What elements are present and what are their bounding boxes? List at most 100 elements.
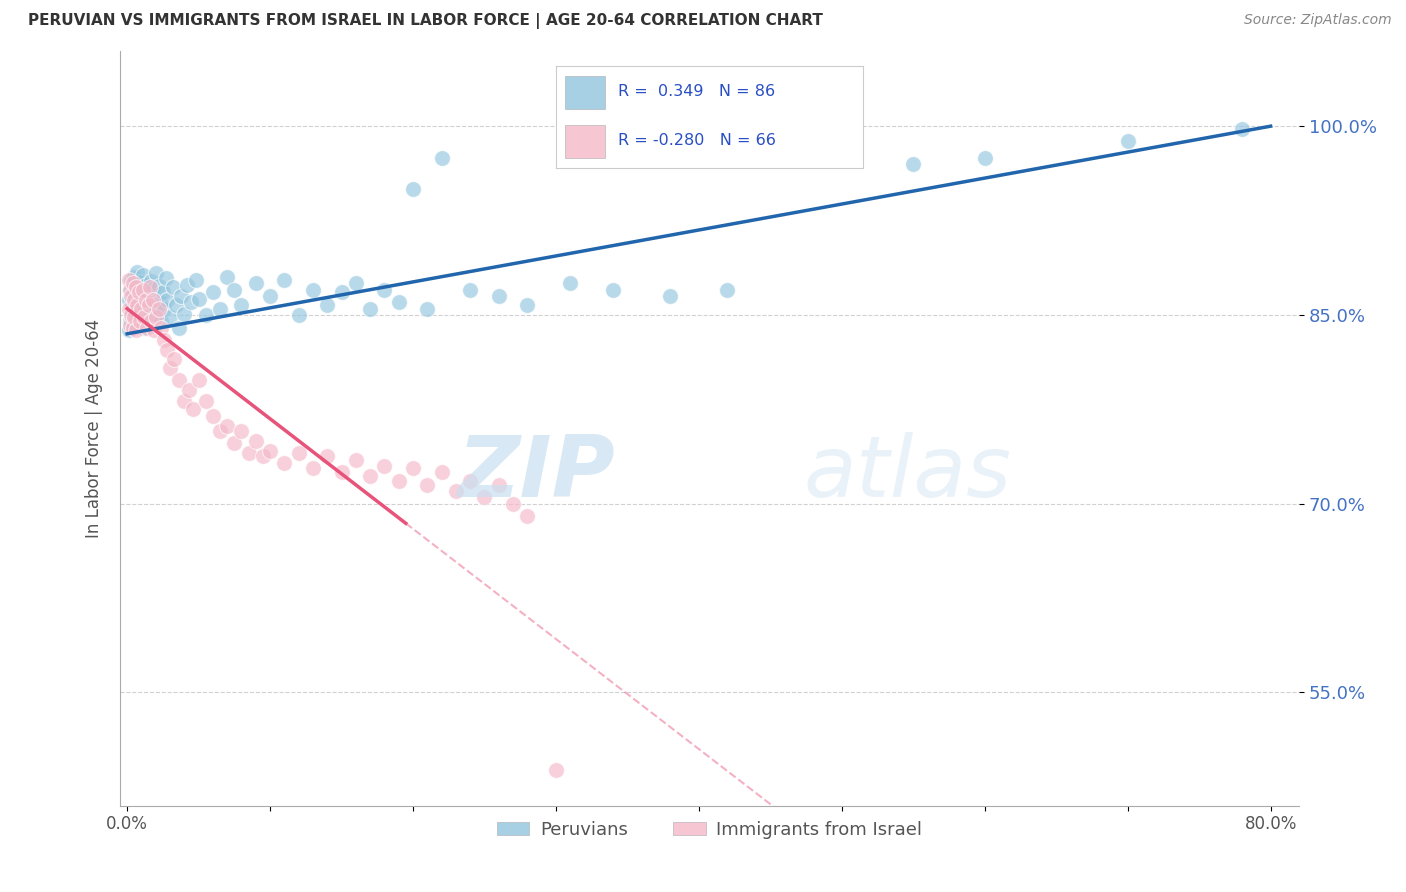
Point — [716, 283, 738, 297]
Point — [134, 320, 156, 334]
Point — [167, 320, 190, 334]
Point — [201, 285, 224, 300]
Point — [146, 308, 169, 322]
Point — [128, 286, 150, 301]
Point — [602, 283, 624, 297]
Point — [120, 305, 142, 319]
Point — [330, 285, 353, 300]
Point — [430, 151, 453, 165]
Point — [316, 449, 339, 463]
Point — [138, 285, 160, 300]
Point — [259, 289, 281, 303]
Point — [224, 436, 246, 450]
Point — [245, 434, 267, 448]
Point — [132, 283, 155, 297]
Point — [129, 275, 152, 289]
Y-axis label: In Labor Force | Age 20-64: In Labor Force | Age 20-64 — [86, 318, 103, 538]
Text: PERUVIAN VS IMMIGRANTS FROM ISRAEL IN LABOR FORCE | AGE 20-64 CORRELATION CHART: PERUVIAN VS IMMIGRANTS FROM ISRAEL IN LA… — [28, 13, 823, 29]
Point — [231, 424, 253, 438]
Point — [131, 284, 153, 298]
Point — [152, 285, 174, 300]
Point — [142, 311, 165, 326]
Point — [135, 277, 157, 292]
Point — [121, 277, 143, 291]
Point — [141, 314, 163, 328]
Point — [118, 318, 141, 332]
Point — [903, 157, 925, 171]
Point — [302, 283, 325, 297]
Point — [143, 299, 166, 313]
Point — [142, 293, 165, 307]
Point — [131, 301, 153, 316]
Point — [224, 283, 246, 297]
Point — [122, 301, 145, 316]
Point — [388, 295, 411, 310]
Point — [162, 280, 184, 294]
Point — [208, 301, 231, 316]
Point — [194, 308, 217, 322]
Point — [121, 289, 143, 303]
Point — [201, 409, 224, 423]
Point — [125, 280, 148, 294]
Point — [149, 295, 172, 310]
Point — [136, 320, 159, 334]
Point — [416, 301, 439, 316]
Point — [150, 314, 173, 328]
Point — [177, 384, 200, 398]
Point — [139, 280, 162, 294]
Point — [245, 277, 267, 291]
Point — [145, 267, 167, 281]
Point — [217, 418, 239, 433]
Point — [316, 298, 339, 312]
Point — [132, 268, 155, 282]
Point — [167, 373, 190, 387]
Point — [120, 289, 142, 303]
Point — [121, 319, 143, 334]
Point — [302, 461, 325, 475]
Point — [330, 465, 353, 479]
Point — [187, 292, 209, 306]
Point — [402, 182, 425, 196]
Point — [129, 314, 152, 328]
Point — [117, 301, 139, 316]
Point — [122, 293, 145, 307]
Point — [125, 280, 148, 294]
Point — [141, 274, 163, 288]
Point — [373, 458, 395, 473]
Point — [231, 298, 253, 312]
Point — [135, 307, 157, 321]
Point — [181, 402, 204, 417]
Point — [153, 333, 176, 347]
Point — [488, 478, 510, 492]
Point — [180, 295, 202, 310]
Point — [120, 273, 142, 287]
Point — [159, 310, 181, 325]
Point — [135, 293, 157, 307]
Point — [127, 298, 149, 312]
Point — [173, 393, 195, 408]
Point — [148, 279, 170, 293]
Point — [125, 310, 148, 325]
Point — [273, 273, 295, 287]
Point — [163, 351, 186, 366]
Point — [388, 474, 411, 488]
Point — [973, 151, 995, 165]
Point — [142, 281, 165, 295]
Point — [136, 295, 159, 310]
Point — [474, 491, 496, 505]
Point — [458, 283, 481, 297]
Point — [117, 323, 139, 337]
Point — [252, 449, 274, 463]
Point — [117, 273, 139, 287]
Point — [416, 478, 439, 492]
Point — [217, 270, 239, 285]
Point — [148, 301, 170, 316]
Point — [273, 457, 295, 471]
Point — [156, 293, 179, 307]
Point — [194, 393, 217, 408]
Point — [138, 316, 160, 330]
Point — [139, 302, 162, 317]
Point — [430, 465, 453, 479]
Point — [402, 461, 425, 475]
Point — [560, 277, 582, 291]
